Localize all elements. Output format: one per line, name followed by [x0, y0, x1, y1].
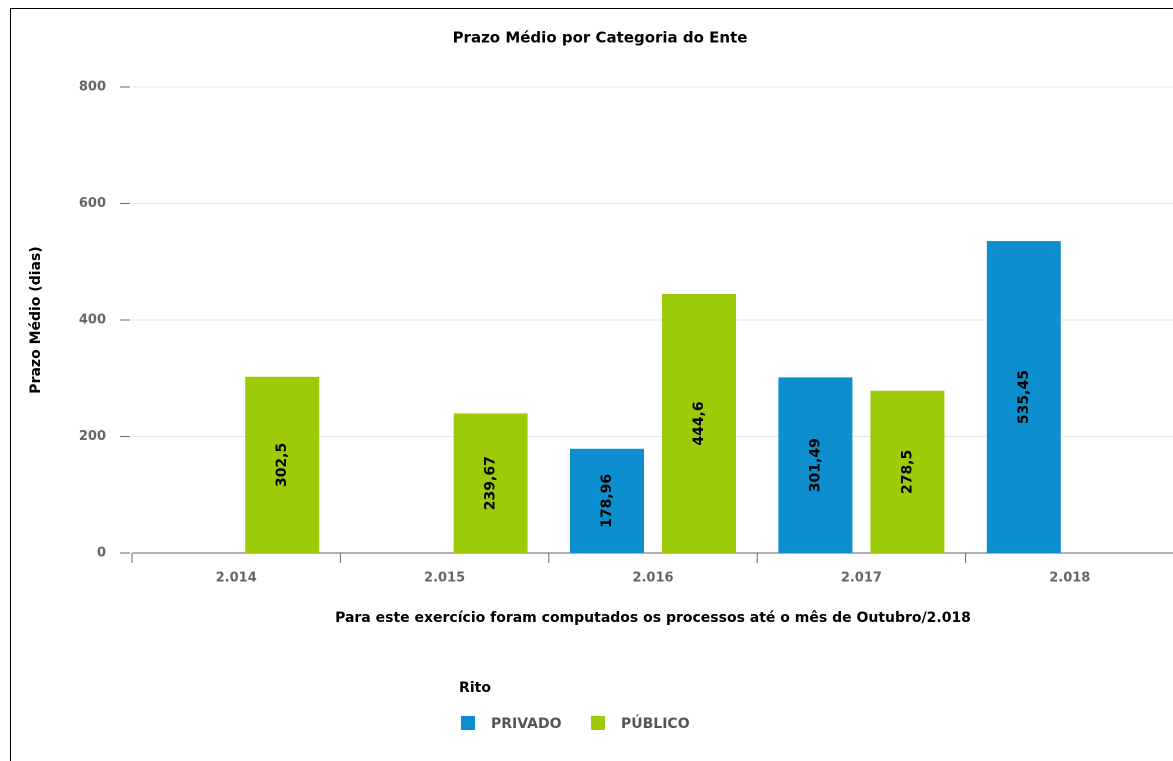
- data-label: 178,96: [599, 474, 615, 528]
- data-label: 239,67: [483, 456, 499, 510]
- y-tick-label: 800: [79, 80, 106, 95]
- bar: [245, 376, 320, 553]
- legend-label[interactable]: PÚBLICO: [621, 714, 690, 732]
- bar: [570, 448, 644, 553]
- x-tick-label: 2.016: [632, 571, 673, 586]
- bar: [662, 294, 736, 553]
- x-tick-label: 2.014: [216, 571, 257, 586]
- data-label: 535,45: [1016, 370, 1032, 424]
- y-tick-label: 400: [79, 313, 106, 328]
- data-label: 444,6: [691, 401, 707, 445]
- bar: [778, 377, 853, 553]
- x-tick-label: 2.017: [841, 571, 882, 586]
- data-label: 302,5: [274, 443, 290, 487]
- x-tick-label: 2.018: [1049, 571, 1090, 586]
- y-tick-label: 200: [79, 429, 106, 444]
- y-tick-label: 600: [79, 196, 106, 211]
- data-label: 301,49: [807, 438, 823, 492]
- bar: [986, 241, 1061, 553]
- data-label: 278,5: [899, 450, 915, 494]
- legend-title: Rito: [459, 680, 491, 696]
- y-axis-title: Prazo Médio (dias): [28, 246, 44, 393]
- x-tick-label: 2.015: [424, 571, 465, 586]
- y-tick-label: 0: [97, 546, 106, 561]
- legend-swatch[interactable]: [461, 716, 475, 730]
- bar: [870, 390, 945, 553]
- frame: [10, 8, 1173, 761]
- x-axis-title: Para este exercício foram computados os …: [335, 610, 971, 626]
- bar: [453, 413, 528, 553]
- legend-label[interactable]: PRIVADO: [491, 716, 562, 732]
- legend-swatch[interactable]: [591, 716, 605, 730]
- chart-title: Prazo Médio por Categoria do Ente: [453, 29, 748, 47]
